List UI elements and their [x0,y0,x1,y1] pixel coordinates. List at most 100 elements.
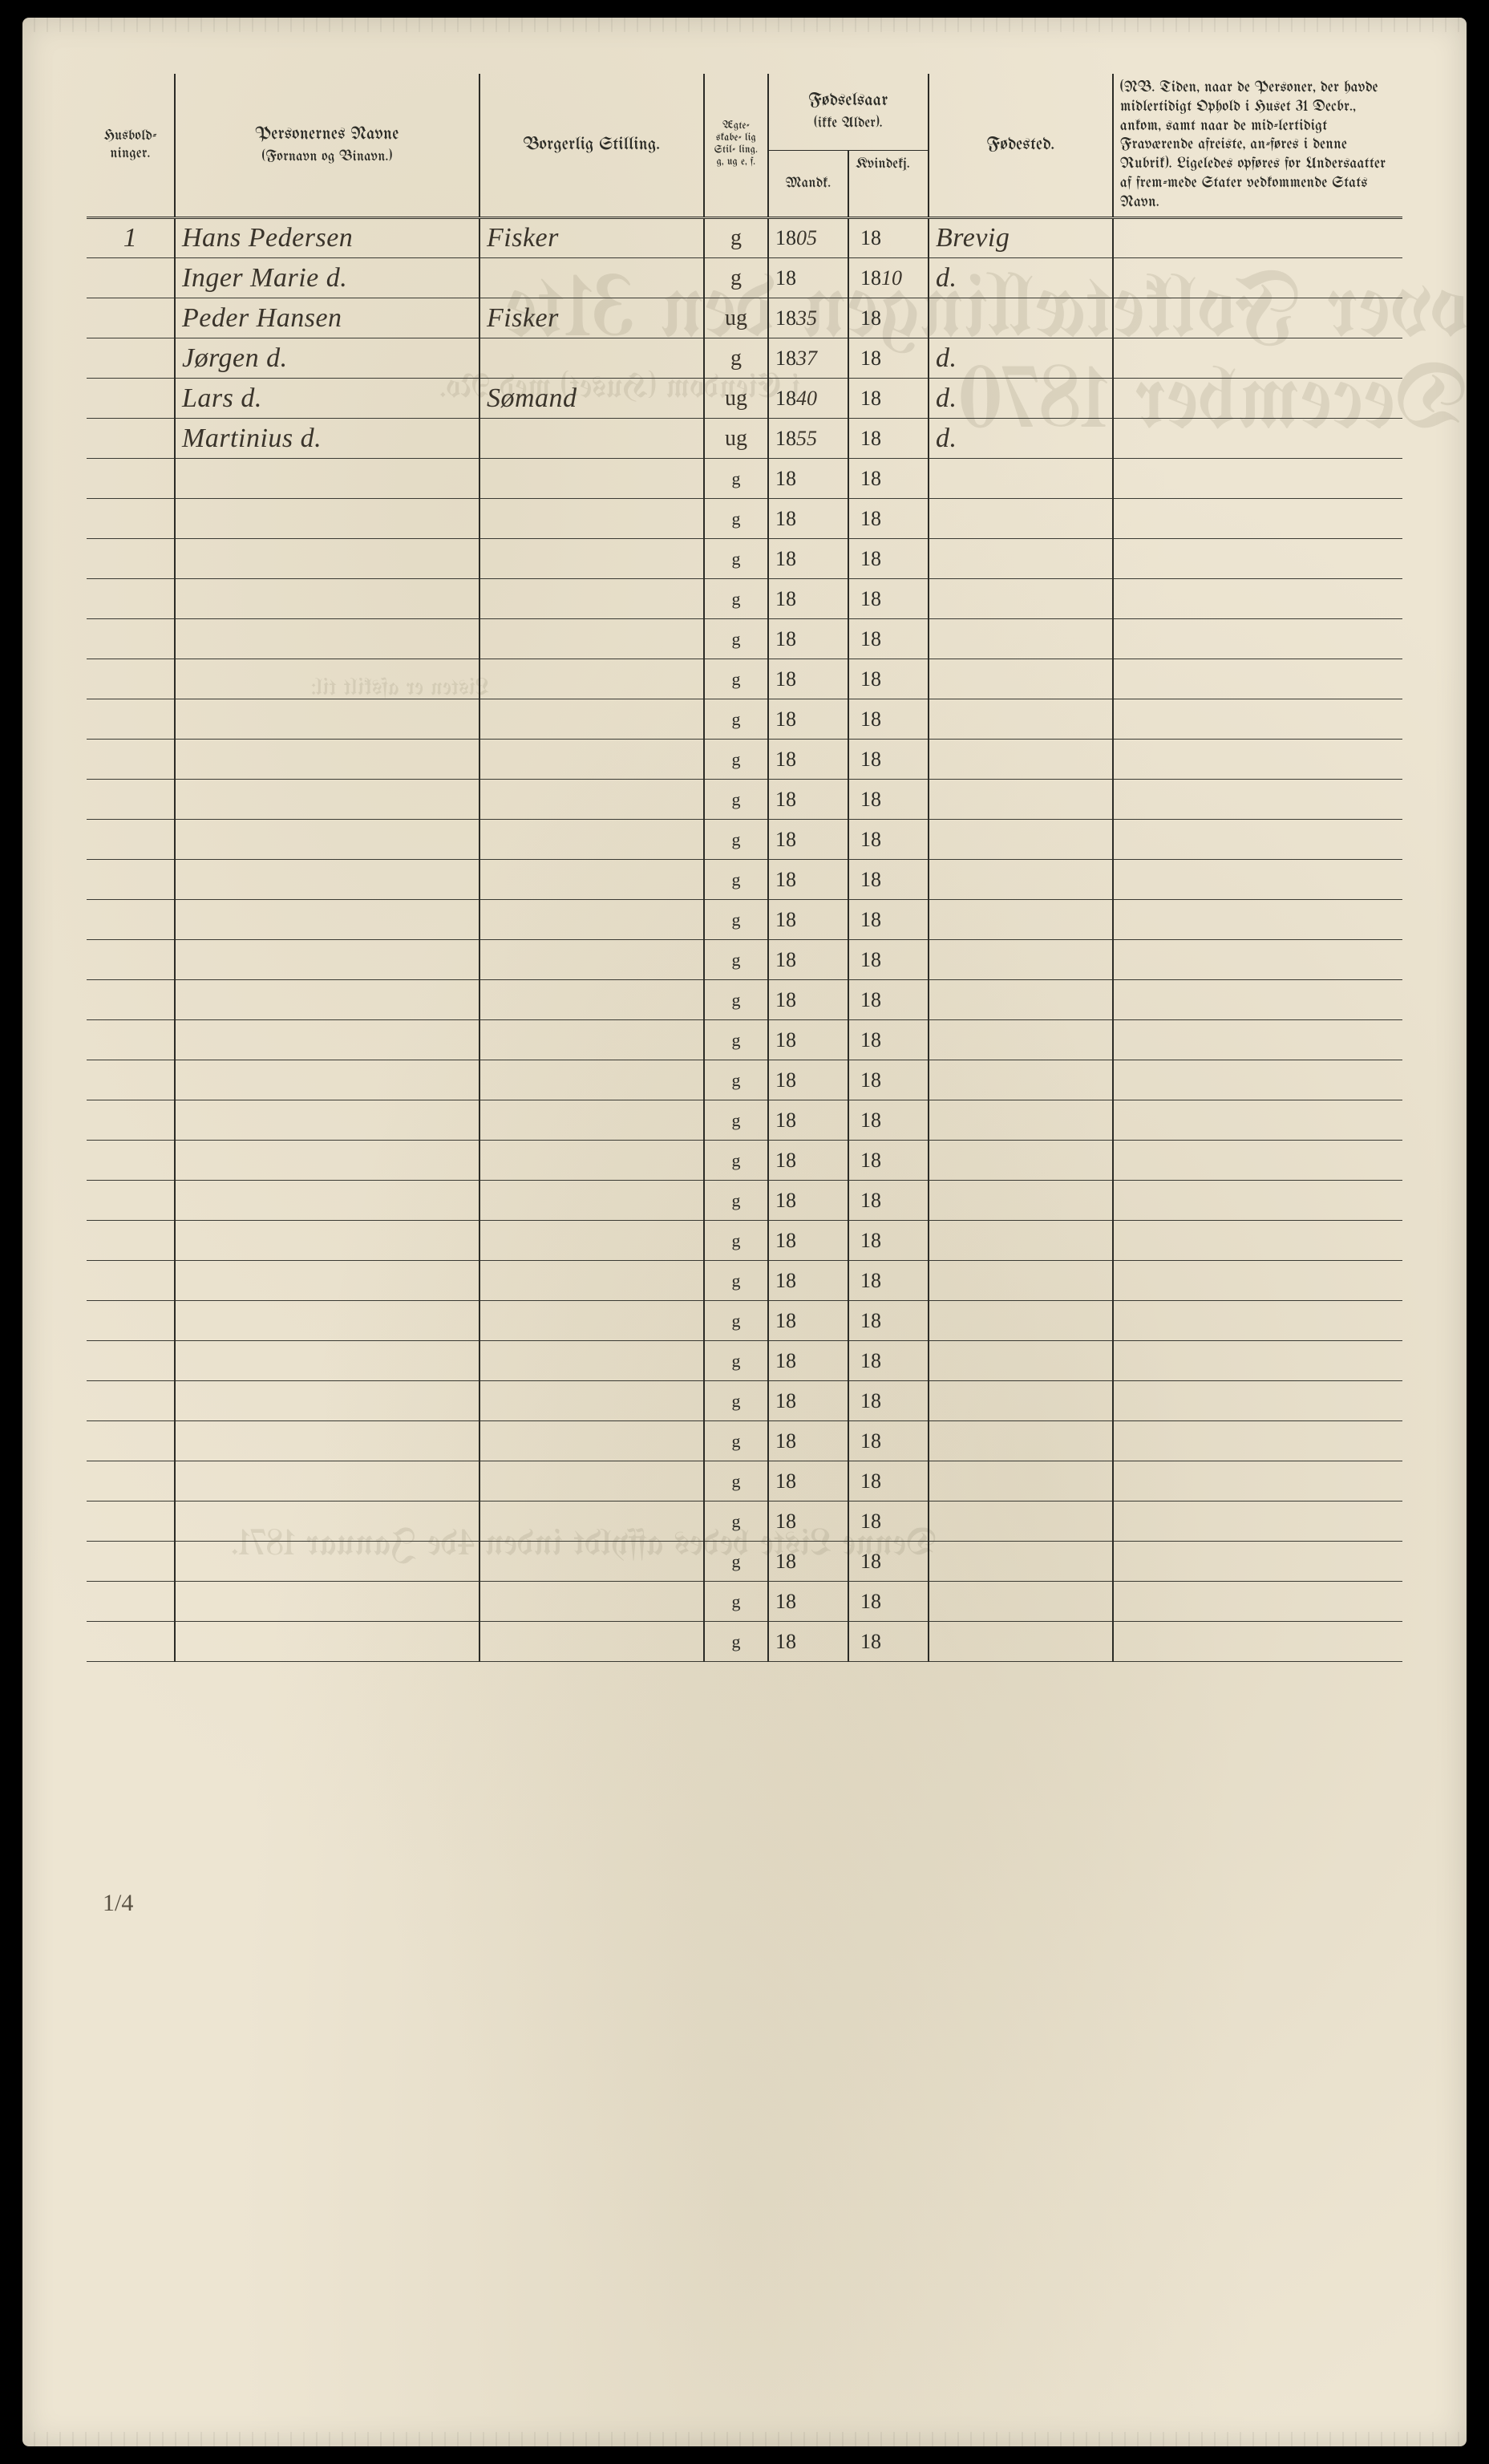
cell-kvind: 18 [848,459,929,499]
cell-nb [1113,1301,1402,1341]
table-row: g 18 18 [87,940,1402,980]
col-header-fodselsaar: Fødselsaar (ikke Alder). [768,74,929,150]
printed-18-kvind: 18 [860,988,881,1011]
cell-aegte: g [704,940,768,980]
printed-18-mandk: 18 [775,948,796,971]
cell-navn [175,1221,479,1261]
cell-nb [1113,659,1402,699]
cell-nb [1113,1221,1402,1261]
cell-kvind: 18 [848,1381,929,1421]
cell-fodested [929,900,1113,940]
col-header-fodselsaar-sub: (ikke Alder). [814,116,883,131]
cell-nb [1113,699,1402,740]
cell-stilling [479,940,704,980]
printed-18-mandk: 18 [775,828,796,851]
table-row: g1818 [87,860,1402,900]
cell-kvind: 18 [848,860,929,900]
cell-navn [175,1542,479,1582]
cell-kvind: 18 [848,699,929,740]
cell-kvind: 18 [848,740,929,780]
cell-stilling [479,780,704,820]
cell-fodested [929,1141,1113,1181]
table-row: g1818 [87,900,1402,940]
table-row: g1818 [87,499,1402,539]
col-header-nb-text: (NB. Tiden, naar de Personer, der havde … [1120,79,1396,212]
table-row: g1818 [87,1381,1402,1421]
cell-fodested [929,1421,1113,1461]
table-row: g1818 [87,740,1402,780]
cell-mandk: 1840 [768,379,848,419]
cell-fodested [929,579,1113,619]
printed-aegte: g [732,869,741,890]
col-header-navne-l2: (Fornavn og Binavn.) [262,149,393,164]
cell-nb [1113,820,1402,860]
cell-navn [175,1060,479,1100]
cell-husbold [87,740,175,780]
cell-aegte: g [704,1221,768,1261]
hand-kvind-suffix: 10 [881,266,902,290]
cell-stilling [479,1020,704,1060]
table-row: g1818 [87,659,1402,699]
cell-nb [1113,1582,1402,1622]
table-row: Peder HansenFiskerug183518 [87,298,1402,338]
cell-stilling [479,539,704,579]
cell-kvind: 18 [848,940,929,980]
cell-nb [1113,218,1402,258]
cell-husbold [87,1461,175,1502]
cell-nb [1113,258,1402,298]
cell-kvind: 18 [848,1622,929,1662]
deckle-bottom [22,2432,1467,2446]
cell-nb [1113,1141,1402,1181]
cell-nb [1113,900,1402,940]
printed-18-kvind: 18 [860,547,881,570]
cell-mandk: 18 [768,980,848,1020]
printed-18-mandk: 18 [775,1149,796,1172]
cell-mandk: 18 [768,900,848,940]
table-row: g1818 [87,579,1402,619]
cell-navn: Martinius d. [175,419,479,459]
cell-navn [175,579,479,619]
cell-mandk: 18 [768,1141,848,1181]
cell-mandk: 18 [768,1301,848,1341]
cell-aegte: g [704,740,768,780]
cell-fodested [929,298,1113,338]
cell-aegte: g [704,1502,768,1542]
table-row: g1818 [87,780,1402,820]
cell-aegte: g [704,1542,768,1582]
cell-stilling [479,860,704,900]
hand-fodested: d. [936,343,957,373]
cell-kvind: 18 [848,1582,929,1622]
table-row: g1818 [87,1461,1402,1502]
printed-aegte: g [732,669,741,689]
cell-husbold: 1 [87,218,175,258]
cell-nb [1113,419,1402,459]
cell-nb [1113,1261,1402,1301]
cell-aegte: g [704,780,768,820]
cell-kvind: 18 [848,1461,929,1502]
cell-husbold [87,298,175,338]
cell-navn [175,499,479,539]
cell-fodested [929,459,1113,499]
cell-husbold [87,1582,175,1622]
footer-mark: 1/4 [103,1890,133,1917]
cell-aegte: g [704,499,768,539]
cell-nb [1113,740,1402,780]
cell-stilling [479,1141,704,1181]
cell-aegte: g [704,1622,768,1662]
printed-18-kvind: 18 [860,346,881,370]
col-header-nb: (NB. Tiden, naar de Personer, der havde … [1113,74,1402,218]
cell-kvind: 18 [848,499,929,539]
hand-navn: Jørgen d. [182,343,288,373]
hand-navn: Peder Hansen [182,303,342,333]
printed-18-mandk: 18 [775,387,796,410]
table-row: g1818 [87,1421,1402,1461]
printed-18-kvind: 18 [860,587,881,610]
printed-aegte: g [732,1471,741,1491]
cell-mandk: 18 [768,1502,848,1542]
hand-mandk-suffix: 35 [796,306,817,330]
table-row: g1818 [87,1261,1402,1301]
cell-nb [1113,1060,1402,1100]
printed-aegte: g [732,509,741,529]
cell-husbold [87,780,175,820]
cell-stilling [479,980,704,1020]
